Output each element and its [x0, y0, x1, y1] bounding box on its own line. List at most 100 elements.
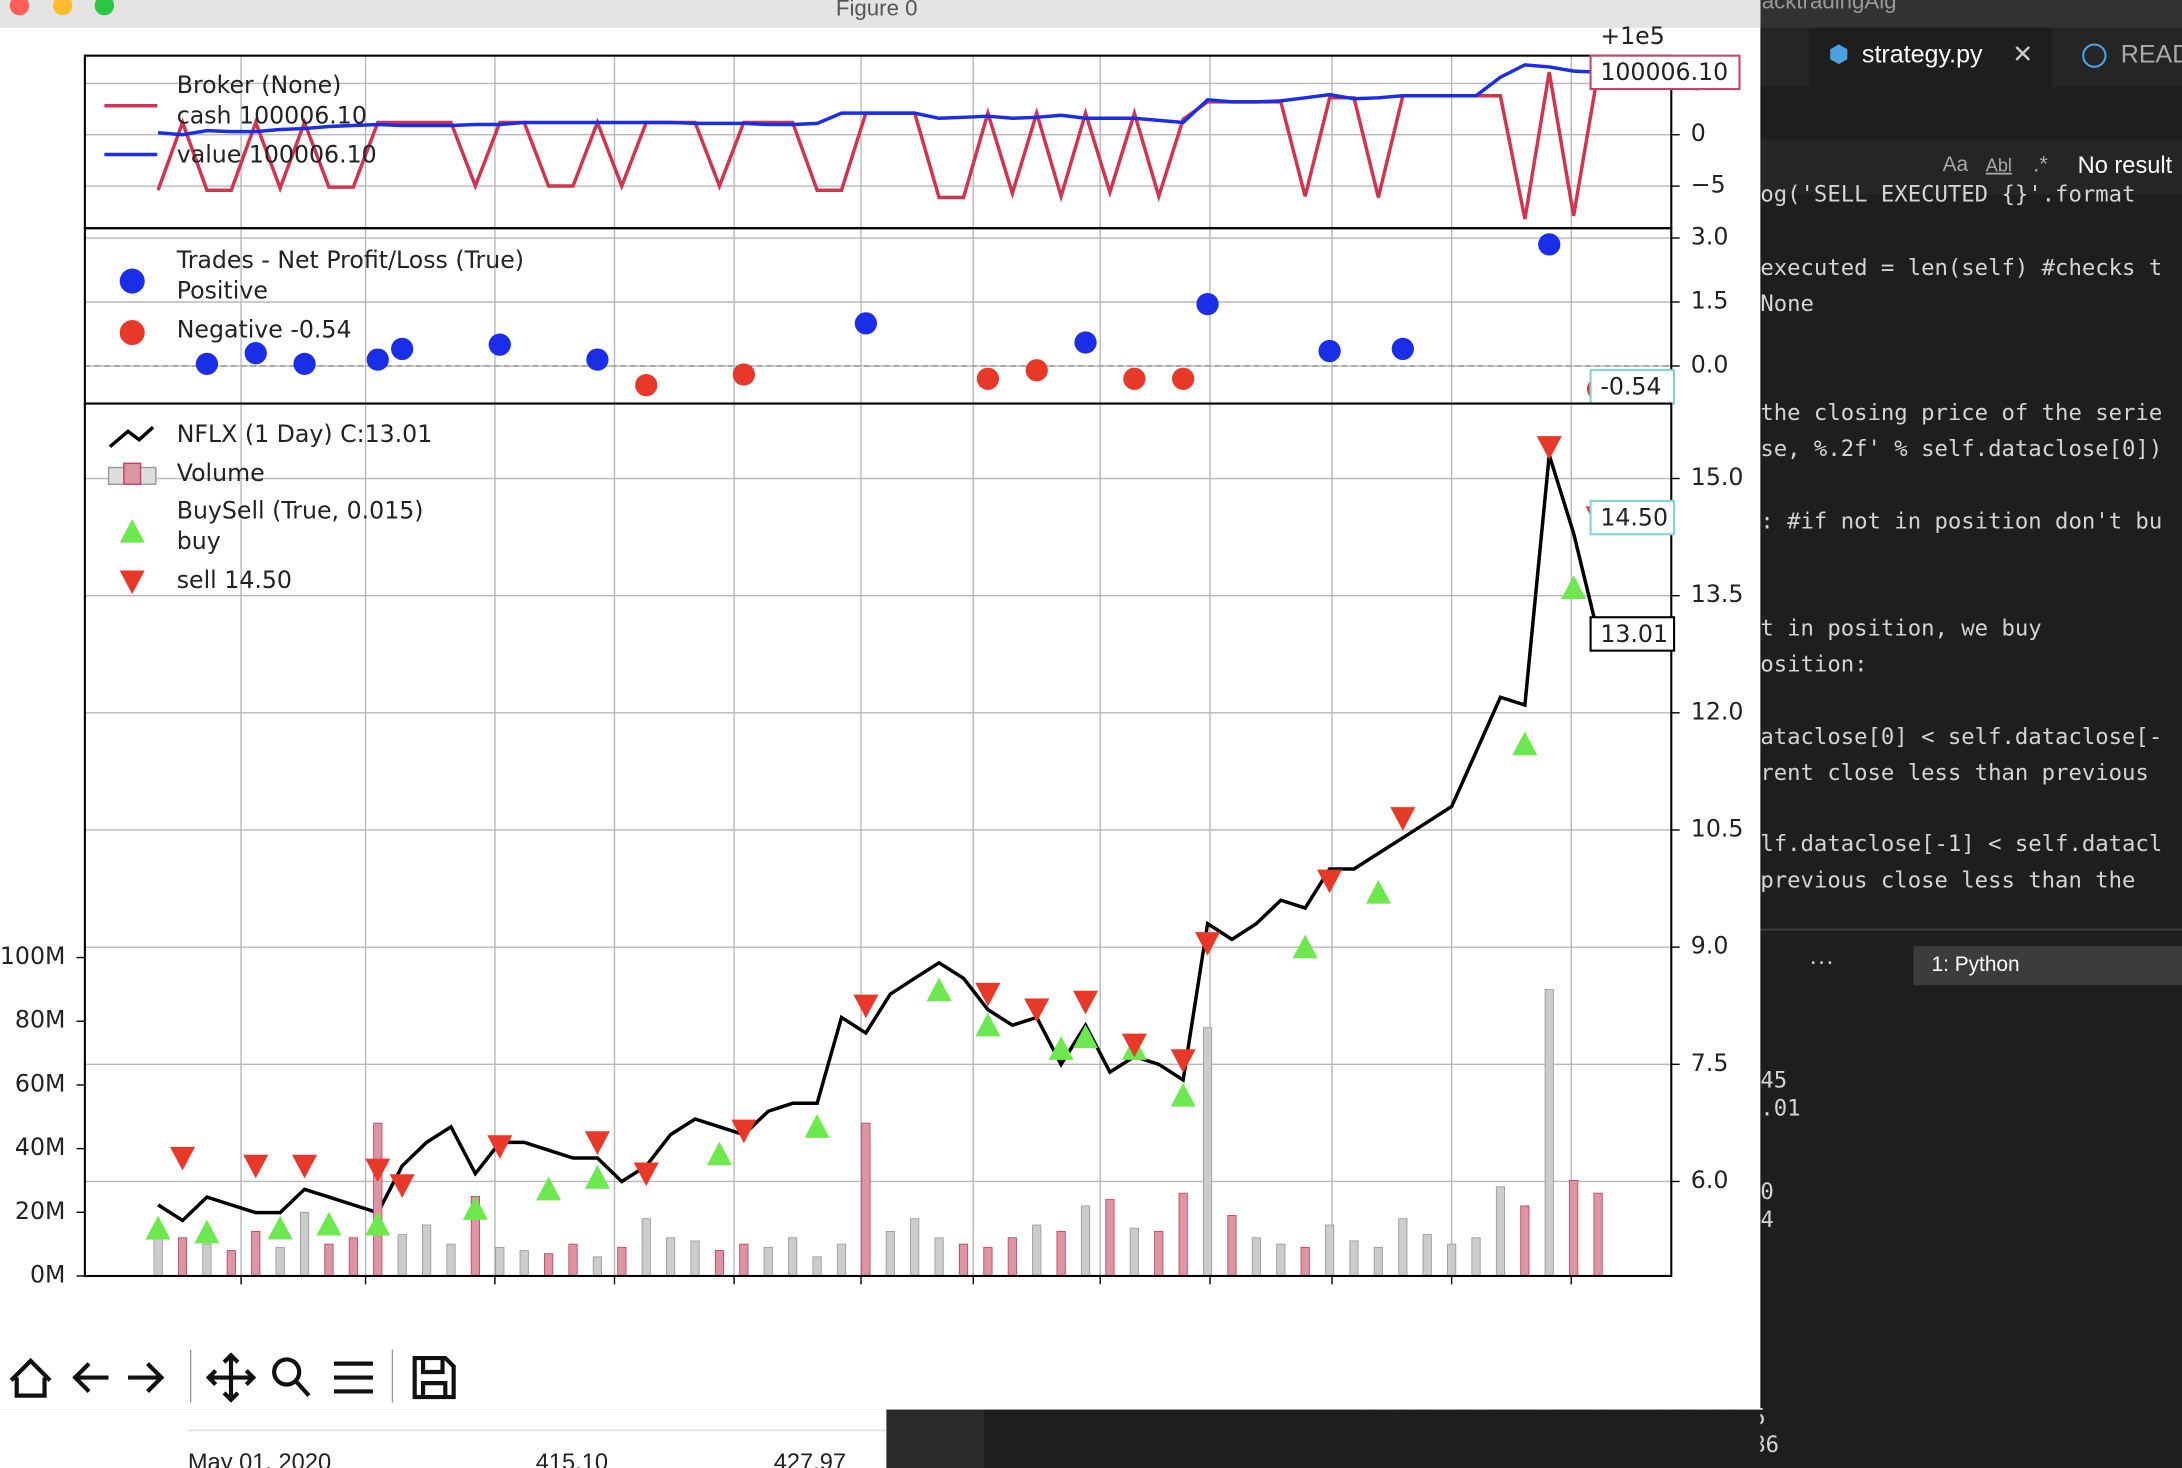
tab-label[interactable]: READ [2121, 40, 2182, 68]
buy-marker [926, 977, 952, 1002]
tab[interactable] [1809, 27, 2053, 87]
buy-marker [975, 1012, 1001, 1037]
volume-bar [1056, 1230, 1066, 1277]
regex[interactable]: .* [2033, 151, 2048, 176]
more-button[interactable]: ··· [1809, 948, 1834, 976]
legend-swatch [119, 519, 145, 543]
save-button[interactable] [412, 1355, 456, 1400]
code-line: executed = len(self) #checks t [1760, 255, 2162, 281]
home-button[interactable] [9, 1357, 52, 1398]
series-line [157, 454, 1600, 1223]
table-bg [0, 1409, 887, 1468]
legend-label: cash 100006.10 [177, 101, 367, 129]
legend-swatch [119, 570, 145, 595]
volume-bar [568, 1243, 578, 1277]
buy-marker [267, 1215, 293, 1240]
value-label: 13.01 [1600, 620, 1668, 648]
window-title: Figure 0 [836, 0, 918, 21]
y2-tick-label: 60M [15, 1069, 65, 1097]
volume-bar [958, 1243, 969, 1277]
volume-bar [1471, 1237, 1481, 1277]
info-icon [2082, 43, 2107, 68]
volume-bar [641, 1218, 651, 1277]
terminal-line: .01 [1760, 1096, 1800, 1122]
python-icon: ⬢ [1829, 42, 1850, 68]
volume-bar [788, 1237, 798, 1277]
code-line: previous close less than the [1760, 867, 2135, 893]
match-word[interactable]: Abl [1986, 156, 2012, 176]
sell-marker [1170, 1049, 1196, 1073]
volume-bar [1227, 1215, 1237, 1277]
table-cell: 415.10 [536, 1450, 608, 1468]
config-button[interactable] [333, 1361, 373, 1394]
trade-dot [732, 363, 755, 386]
buy-marker [706, 1141, 732, 1166]
panel: 6.0 7.5 9.0 10.5 12.0 13.5 15.0 0M 20M 40M 60M 80M 1… [0, 402, 1744, 1288]
buy-marker [1512, 731, 1538, 756]
sell-marker [1317, 869, 1343, 894]
zoom-button[interactable] [94, 0, 115, 16]
terminal-select[interactable] [1913, 946, 2182, 986]
tab-close[interactable]: ✕ [2012, 40, 2033, 68]
buy-marker [1561, 575, 1587, 599]
trade-dot [366, 348, 389, 371]
buy-marker [1073, 1024, 1099, 1049]
trade-dot [1172, 367, 1195, 390]
search-status: No result [2078, 153, 2173, 179]
legend-swatch [119, 320, 145, 346]
match-case[interactable]: Aa [1943, 153, 1969, 176]
y-tick-label: 9.0 [1691, 932, 1729, 960]
toolbar [9, 1349, 456, 1403]
code-line: og('SELL EXECUTED {}'.format [1760, 181, 2135, 207]
buy-marker [1048, 1036, 1074, 1060]
volume-bar [739, 1243, 749, 1277]
buy-marker [1170, 1083, 1196, 1107]
back-button[interactable] [72, 1362, 109, 1393]
value-label: 100006.10 [1600, 58, 1728, 86]
sell-marker [1390, 807, 1416, 831]
zoom-handle [294, 1380, 311, 1398]
y2-tick-label: 0M [30, 1260, 65, 1288]
volume-bar [177, 1237, 188, 1277]
terminal-line: 4 [1760, 1207, 1773, 1233]
forward-button[interactable] [128, 1362, 165, 1393]
y-tick-label: 0 [1691, 119, 1706, 147]
y2-tick-label: 40M [15, 1133, 65, 1161]
y-tick-label: 15.0 [1691, 463, 1744, 491]
legend-label: sell 14.50 [177, 566, 292, 594]
trade-dot [976, 367, 1000, 390]
volume-bar [1105, 1199, 1115, 1277]
volume-bar [202, 1243, 212, 1277]
volume-bar [861, 1122, 871, 1277]
y-tick-label: 1.5 [1691, 287, 1729, 315]
y-tick-label: 0.0 [1691, 350, 1729, 378]
volume-bar [1520, 1205, 1530, 1277]
volume-bar [495, 1246, 505, 1277]
minimize-button[interactable] [52, 0, 73, 16]
code-line: ataclose[0] < self.dataclose[- [1760, 724, 2162, 750]
volume-bar [226, 1250, 236, 1277]
legend-label: NFLX (1 Day) C:13.01 [177, 420, 433, 448]
legend-title: Trades - Net Profit/Loss (True) [176, 246, 524, 274]
terminal-line: 45 [1760, 1068, 1787, 1094]
terminal-tab[interactable]: 1: Python [1932, 953, 2020, 976]
buy-marker [316, 1211, 342, 1236]
y2-tick-label: 80M [15, 1006, 65, 1034]
tab-label[interactable]: strategy.py [1862, 40, 1983, 68]
zoom-tool[interactable] [272, 1357, 302, 1387]
panel: 0.0 1.5 3.0 -0.54 Trades - Net Profit/Loss (… [83, 223, 1729, 405]
series-line [157, 63, 1599, 137]
sell-marker [1195, 932, 1221, 956]
trade-dot [1074, 331, 1097, 354]
volume-bar [885, 1230, 895, 1277]
volume-bar [299, 1211, 310, 1277]
sell-marker [389, 1174, 415, 1198]
pan-button[interactable] [205, 1352, 257, 1403]
legend-title: Broker (None) [177, 71, 342, 99]
volume-bar [714, 1250, 725, 1277]
y-tick-label: 7.5 [1691, 1049, 1729, 1077]
volume-bar [763, 1246, 773, 1277]
close-button[interactable] [9, 0, 30, 16]
